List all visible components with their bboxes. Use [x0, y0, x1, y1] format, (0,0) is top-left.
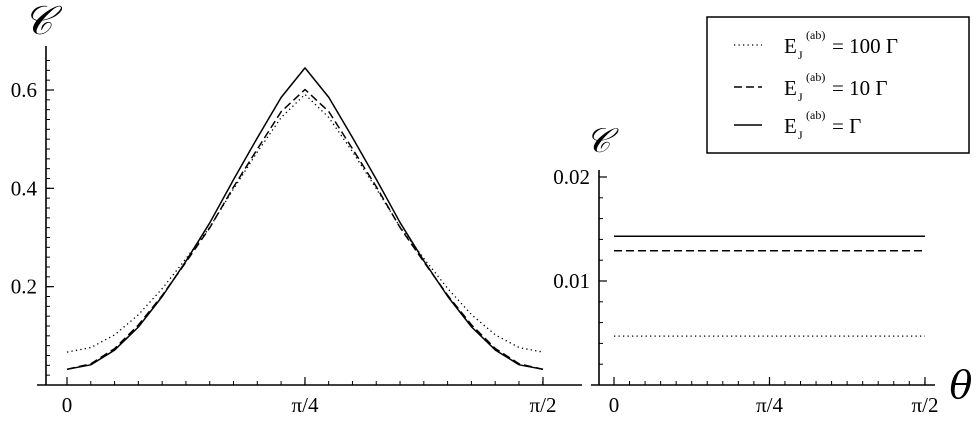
left-y-axis-label: 𝒞 — [23, 0, 62, 44]
legend-entry-dashed: E J (ab) = 10 Γ — [734, 70, 887, 104]
legend-superscript: (ab) — [806, 108, 825, 122]
legend-superscript: (ab) — [806, 70, 825, 84]
legend-subscript: J — [798, 90, 803, 104]
right-y-tick-label: 0.02 — [553, 165, 590, 189]
left-series-solid — [66, 67, 544, 371]
right-x-tick-label: 0 — [609, 393, 620, 417]
right-x-tick-label: π/4 — [756, 393, 783, 417]
legend-label: = 100 Γ — [832, 34, 898, 58]
legend-label: = Γ — [832, 114, 861, 138]
right-y-axis-label: 𝒞 — [586, 121, 620, 161]
legend-superscript: (ab) — [806, 28, 825, 42]
right-series — [614, 235, 925, 337]
legend-label: = 10 Γ — [832, 76, 887, 100]
legend-subscript: J — [798, 48, 803, 62]
legend-subscript: J — [798, 128, 803, 142]
left-x-tick-label: π/2 — [530, 393, 557, 417]
right-ticks: 0 π/4 π/2 0.01 0.02 — [553, 165, 938, 417]
legend-entry-dotted: E J (ab) = 100 Γ — [734, 28, 898, 62]
left-series — [66, 67, 544, 371]
legend-symbol: E — [784, 76, 797, 100]
left-y-tick-label: 0.6 — [11, 78, 37, 102]
left-panel: 0 π/4 π/2 0.2 0.4 0.6 𝒞 — [11, 0, 582, 417]
left-ticks: 0 π/4 π/2 0.2 0.4 0.6 — [11, 60, 557, 417]
left-y-tick-label: 0.2 — [11, 275, 37, 299]
legend-symbol: E — [784, 34, 797, 58]
legend-frame — [706, 16, 970, 154]
legend: E J (ab) = 100 Γ E J (ab) = 10 Γ E J (ab… — [706, 16, 970, 154]
legend-symbol: E — [784, 114, 797, 138]
right-panel: 0 π/4 π/2 0.01 0.02 𝒞 θ — [553, 121, 972, 417]
left-x-tick-label: π/4 — [292, 393, 319, 417]
left-series-dashed — [66, 88, 544, 371]
right-x-tick-label: π/2 — [912, 393, 939, 417]
right-y-tick-label: 0.01 — [553, 269, 590, 293]
left-series-dotted — [66, 93, 544, 353]
right-x-axis-label: θ — [950, 363, 973, 407]
left-x-tick-label: 0 — [62, 393, 73, 417]
legend-entry-solid: E J (ab) = Γ — [734, 108, 861, 142]
left-y-tick-label: 0.4 — [11, 176, 38, 200]
